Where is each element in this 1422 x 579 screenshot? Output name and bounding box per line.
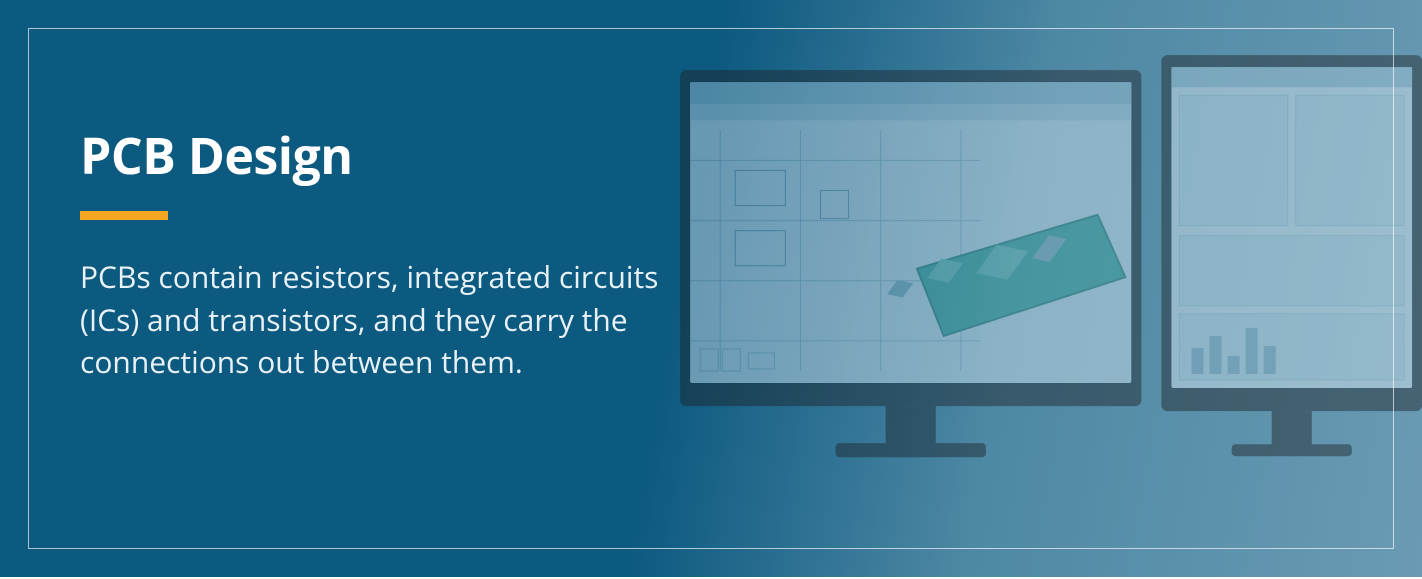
accent-underline	[80, 211, 168, 220]
banner-title: PCB Design	[80, 128, 720, 183]
text-content-block: PCB Design PCBs contain resistors, integ…	[80, 128, 720, 384]
banner-body-text: PCBs contain resistors, integrated circu…	[80, 256, 720, 384]
hero-banner: PCB Design PCBs contain resistors, integ…	[0, 0, 1422, 577]
